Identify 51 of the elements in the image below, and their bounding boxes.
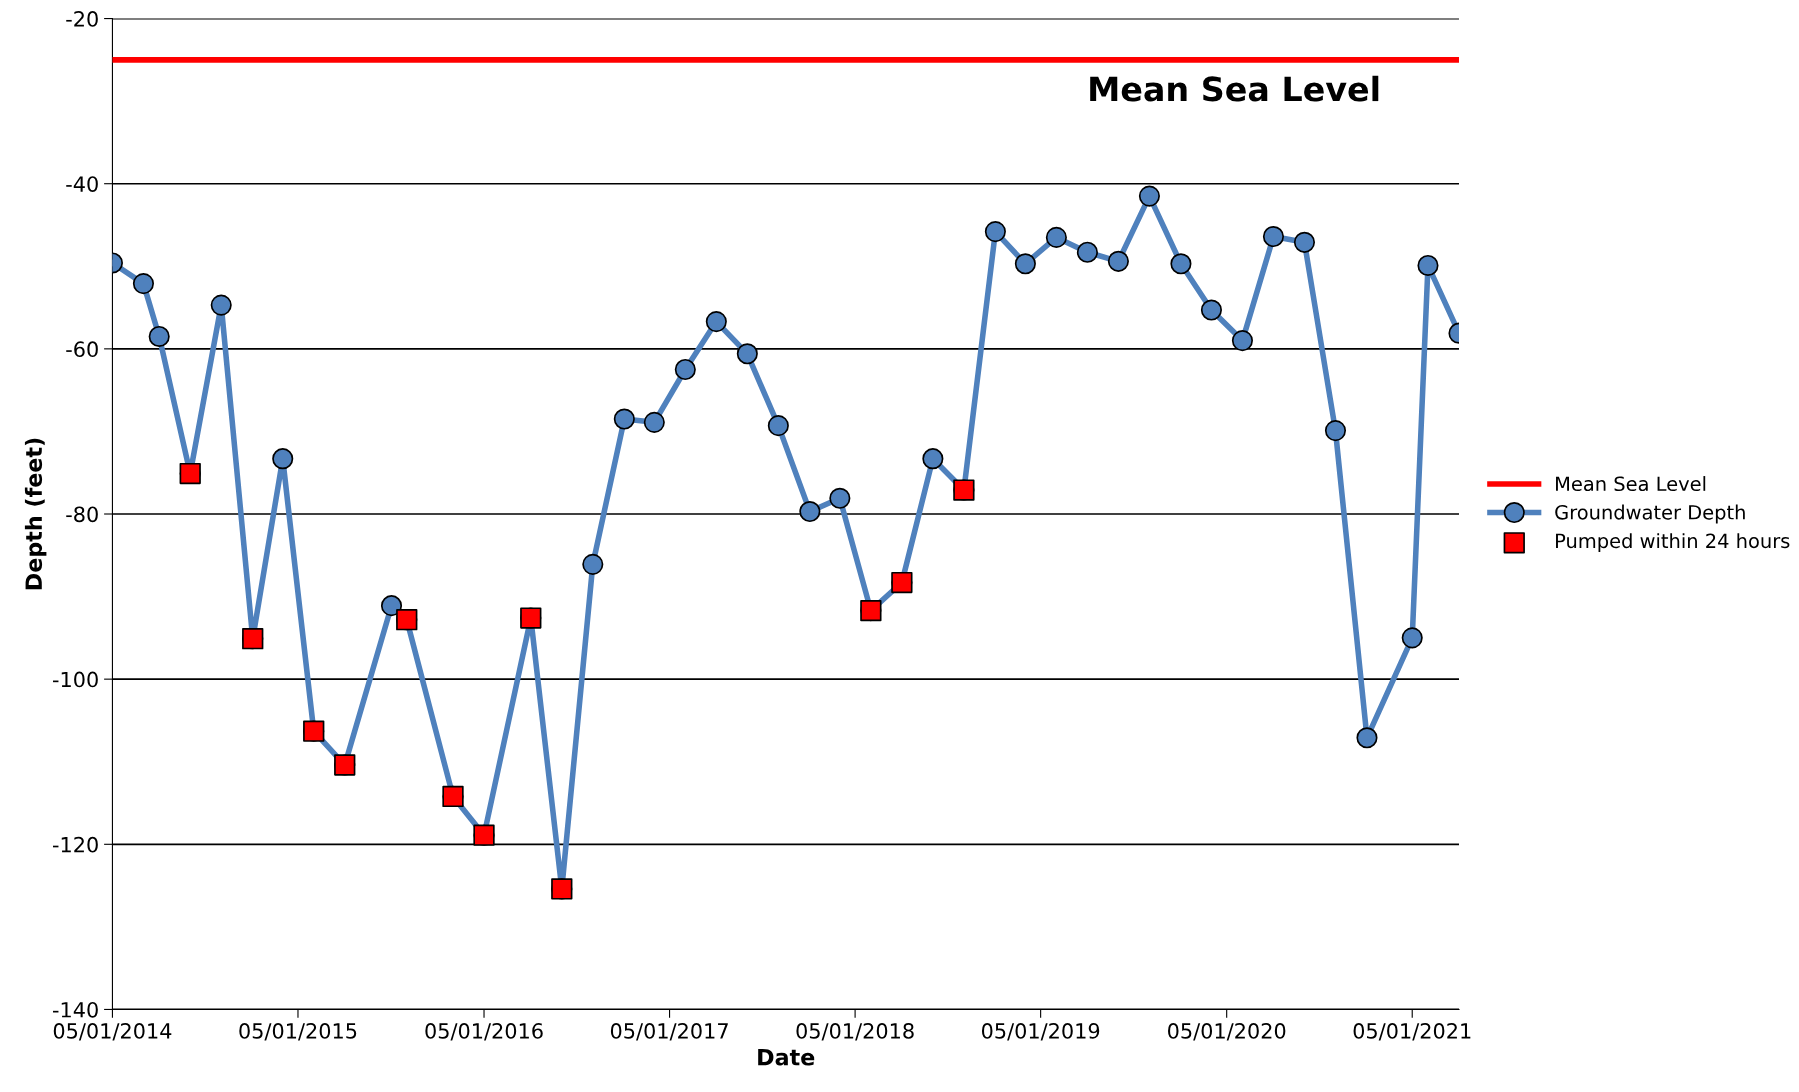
x-tick-label: 05/01/2018 [796,1023,914,1041]
point [1200,299,1222,321]
point [674,358,696,381]
legend-label: Mean Sea Level [1556,476,1706,492]
legend-label: Pumped within 24 hours [1556,533,1790,552]
x-tick-label: 05/01/2019 [981,1023,1100,1041]
x-tick-label: 05/01/2021 [1353,1023,1471,1041]
point [922,448,944,470]
legend-label: Groundwater Depth [1555,504,1745,524]
y-tick-label: -40 [66,176,98,192]
point [1231,330,1254,352]
point [1324,420,1347,442]
point [1138,185,1160,207]
point [767,415,789,437]
x-tick-label: 05/01/2014 [53,1023,172,1041]
point [1293,231,1316,253]
y-tick-label: -120 [52,836,98,853]
y-tick-label: -100 [52,671,98,688]
point [582,553,604,575]
y-tick-label: -140 [52,1001,98,1018]
point [1401,627,1423,649]
point [829,487,851,509]
x-tick-label: 05/01/2015 [239,1023,357,1041]
point [1170,253,1192,275]
point [1045,226,1067,248]
point [1262,226,1285,248]
point [613,408,635,430]
x-tick-label: 05/01/2016 [425,1023,543,1041]
point [1356,727,1378,749]
point [210,294,232,316]
y-tick-label: -20 [66,11,98,27]
point [148,325,170,348]
x-axis-title: Date [758,1049,815,1066]
point [132,273,155,295]
point [799,500,821,523]
point [643,411,665,433]
y-tick-label: -80 [66,506,98,523]
annotation: Mean Sea Level [1090,75,1379,102]
y-axis-title: Depth (feet) [24,438,47,590]
point [736,343,758,365]
point [1076,241,1098,263]
point [1417,254,1439,277]
point [1107,250,1129,272]
y-tick-label: -60 [66,341,98,358]
point [984,221,1006,243]
x-tick-label: 05/01/2020 [1168,1023,1286,1041]
x-tick-label: 05/01/2017 [610,1023,728,1041]
point [272,448,294,470]
point [1014,253,1036,275]
point [380,595,403,617]
point [705,311,727,333]
